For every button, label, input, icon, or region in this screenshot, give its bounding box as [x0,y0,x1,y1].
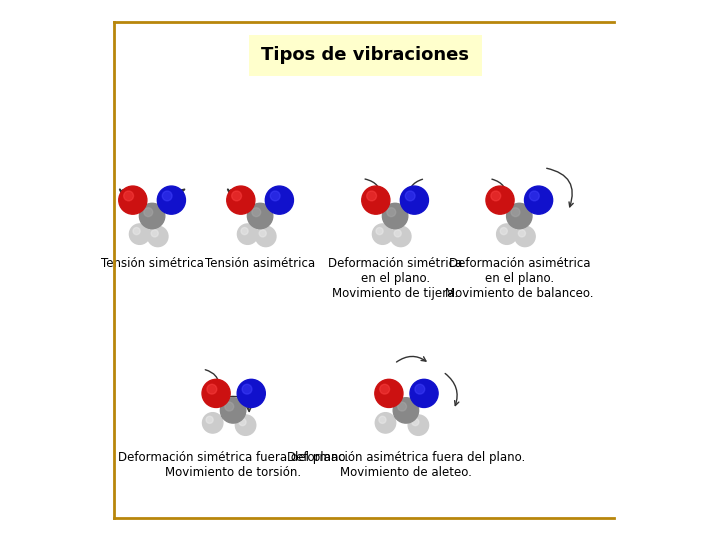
Circle shape [412,418,419,426]
Circle shape [252,208,261,217]
Circle shape [227,186,255,214]
Text: Deformación simétrica fuera del plano.
Movimiento de torsión.: Deformación simétrica fuera del plano. M… [117,451,348,479]
Circle shape [202,379,230,408]
Circle shape [410,379,438,408]
Circle shape [486,186,514,214]
Circle shape [372,224,393,244]
Circle shape [220,397,246,423]
Circle shape [239,418,246,426]
Text: Deformación asimétrica fuera del plano.
Movimiento de aleteo.: Deformación asimétrica fuera del plano. … [287,451,525,479]
Circle shape [366,191,377,201]
Circle shape [265,186,294,214]
Circle shape [393,397,418,423]
Circle shape [238,224,258,244]
Circle shape [361,186,390,214]
Text: Tensión asimétrica: Tensión asimétrica [205,257,315,270]
Circle shape [390,226,411,247]
Circle shape [500,227,508,235]
Circle shape [408,415,428,435]
Circle shape [119,186,147,214]
Circle shape [225,402,234,411]
Circle shape [259,230,266,237]
Circle shape [162,191,172,201]
Circle shape [394,230,401,237]
Circle shape [124,191,133,201]
Circle shape [405,191,415,201]
Circle shape [379,384,390,394]
Circle shape [144,208,153,217]
Circle shape [248,203,273,229]
Circle shape [397,402,407,411]
Circle shape [379,416,386,423]
Circle shape [256,226,276,247]
Circle shape [130,224,150,244]
Text: Deformación simétrica
en el plano.
Movimiento de tijera.: Deformación simétrica en el plano. Movim… [328,257,462,300]
Circle shape [232,191,241,201]
Circle shape [157,186,186,214]
Circle shape [507,203,532,229]
Circle shape [375,379,403,408]
Circle shape [207,384,217,394]
Circle shape [375,413,396,433]
Circle shape [415,384,425,394]
Circle shape [518,230,526,237]
Circle shape [242,384,252,394]
Circle shape [382,203,408,229]
Text: Tensión simétrica: Tensión simétrica [101,257,204,270]
Circle shape [206,416,213,423]
Circle shape [237,379,265,408]
Circle shape [140,203,165,229]
Circle shape [148,226,168,247]
Circle shape [133,227,140,235]
Circle shape [511,208,520,217]
Circle shape [387,208,396,217]
Circle shape [235,415,256,435]
Circle shape [515,226,535,247]
Circle shape [491,191,500,201]
Circle shape [524,186,553,214]
FancyBboxPatch shape [249,35,482,76]
Circle shape [497,224,517,244]
Circle shape [151,230,158,237]
Text: Deformación asimétrica
en el plano.
Movimiento de balanceo.: Deformación asimétrica en el plano. Movi… [445,257,593,300]
Circle shape [529,191,539,201]
Circle shape [270,191,280,201]
Text: Tipos de vibraciones: Tipos de vibraciones [261,46,469,64]
Circle shape [400,186,428,214]
Circle shape [202,413,223,433]
Circle shape [376,227,383,235]
Circle shape [241,227,248,235]
